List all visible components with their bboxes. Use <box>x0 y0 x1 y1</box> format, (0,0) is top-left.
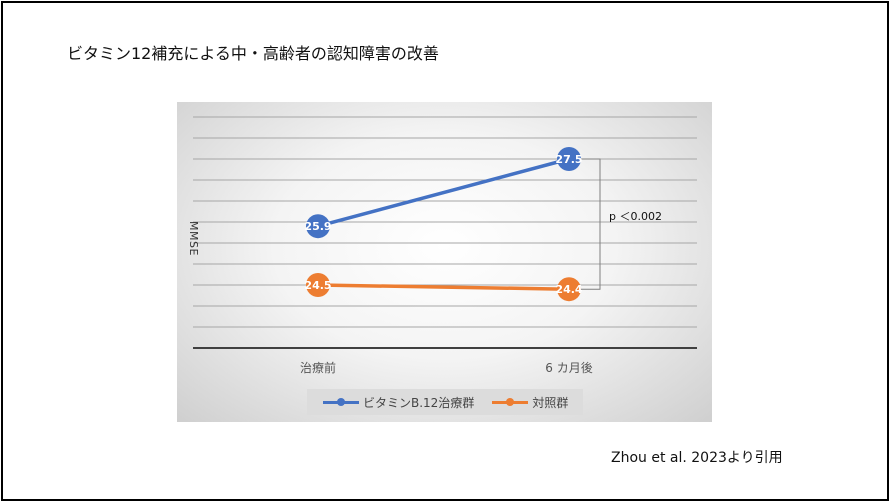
series-line-1 <box>316 157 571 228</box>
significance-bracket <box>581 158 601 290</box>
legend-label-series-2: 対照群 <box>532 395 569 410</box>
legend-item-series-1: ビタミンB.12治療群 <box>323 394 474 411</box>
data-label: 24.5 <box>304 279 331 292</box>
series-line-2 <box>316 283 571 291</box>
data-point <box>557 277 581 302</box>
legend-swatch-series-2 <box>492 397 529 407</box>
slide-title: ビタミン12補充による中・高齢者の認知障害の改善 <box>67 44 439 63</box>
data-label: 27.5 <box>555 153 582 166</box>
data-point <box>306 273 330 297</box>
x-tick-label: 治療前 <box>300 360 336 375</box>
line-chart: 治療前 6 カ月後 p ＜0.002 25.9 27.5 24.5 24.4 <box>193 116 697 375</box>
chart-legend: ビタミンB.12治療群 対照群 <box>307 389 583 415</box>
citation: Zhou et al. 2023より引用 <box>611 450 783 466</box>
legend-swatch-series-1 <box>323 397 359 407</box>
data-point <box>557 147 581 171</box>
legend-item-series-2: 対照群 <box>492 394 568 411</box>
chart-area: 治療前 6 カ月後 p ＜0.002 25.9 27.5 24.5 24.4 <box>177 102 712 422</box>
data-point <box>306 214 330 239</box>
data-label: 25.9 <box>304 220 331 233</box>
significance-annotation: p ＜0.002 <box>609 210 662 223</box>
data-label: 24.4 <box>555 283 582 296</box>
x-tick-label: 6 カ月後 <box>545 361 592 375</box>
legend-label-series-1: ビタミンB.12治療群 <box>363 395 475 410</box>
y-axis-label: MMSE <box>186 221 200 256</box>
